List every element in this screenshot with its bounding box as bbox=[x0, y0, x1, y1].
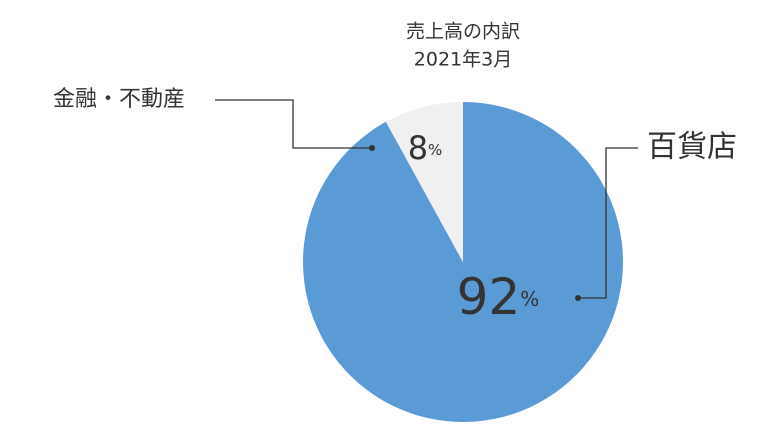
chart-title: 売上高の内訳 bbox=[406, 21, 520, 43]
value-label: 92% bbox=[457, 268, 540, 326]
chart-subtitle: 2021年3月 bbox=[414, 49, 512, 71]
category-label: 金融・不動産 bbox=[53, 87, 185, 112]
value-number: 92 bbox=[457, 268, 521, 326]
pie-slice bbox=[303, 102, 623, 422]
pie-slice bbox=[385, 102, 463, 262]
value-label: 8% bbox=[408, 129, 443, 167]
value-number: 8 bbox=[408, 129, 428, 167]
leader-line bbox=[215, 99, 372, 149]
leader-dot bbox=[575, 295, 581, 301]
value-unit: % bbox=[428, 141, 442, 159]
leader-dot bbox=[369, 145, 375, 151]
value-unit: % bbox=[520, 287, 539, 311]
category-label: 百貨店 bbox=[647, 130, 737, 165]
leader-line bbox=[578, 147, 638, 299]
